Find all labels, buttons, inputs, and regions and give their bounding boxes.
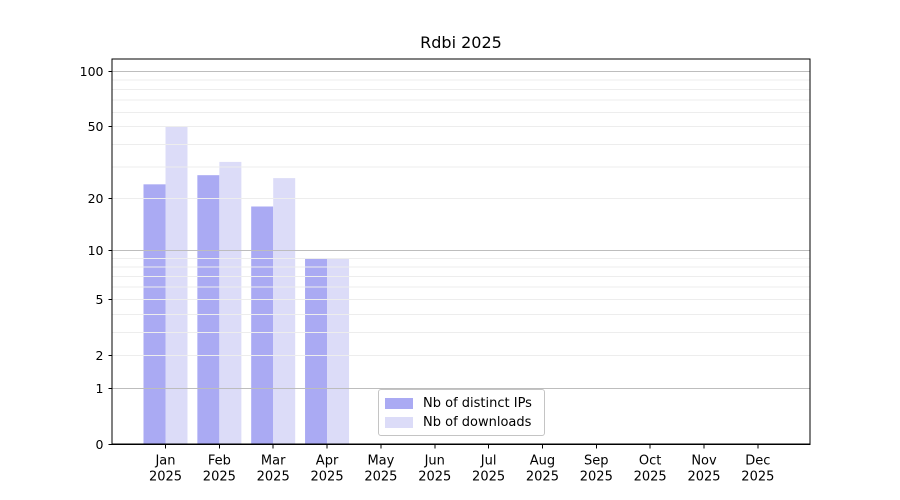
x-year-label: 2025 xyxy=(634,470,667,485)
x-month-label: Jul xyxy=(480,454,497,469)
bar-downloads xyxy=(219,161,242,445)
x-month-label: Dec xyxy=(745,454,770,469)
x-month-label: May xyxy=(367,454,394,469)
bar-downloads xyxy=(165,126,188,445)
y-tick-label: 0 xyxy=(96,437,104,452)
y-tick-label: 100 xyxy=(80,64,104,79)
x-year-label: 2025 xyxy=(203,470,236,485)
x-month-label: Feb xyxy=(208,454,231,469)
x-month-label: Oct xyxy=(639,454,661,469)
x-month-label: Jun xyxy=(424,454,445,469)
y-tick-label: 50 xyxy=(88,119,104,134)
x-year-label: 2025 xyxy=(311,470,344,485)
legend-label-distinct-ips: Nb of distinct IPs xyxy=(423,395,532,411)
y-tick-label: 5 xyxy=(96,292,104,307)
y-tick-label: 2 xyxy=(96,348,104,363)
legend: Nb of distinct IPs Nb of downloads xyxy=(378,389,545,436)
x-year-label: 2025 xyxy=(580,470,613,485)
legend-swatch-downloads xyxy=(385,416,413,428)
y-tick-label: 1 xyxy=(96,381,104,396)
x-year-label: 2025 xyxy=(687,470,720,485)
bar-distinct-ips xyxy=(251,206,274,445)
chart-title: Rdbi 2025 xyxy=(420,33,502,52)
x-month-label: Jan xyxy=(154,454,175,469)
legend-label-downloads: Nb of downloads xyxy=(423,414,532,430)
x-month-label: Aug xyxy=(530,454,555,469)
bar-distinct-ips xyxy=(305,258,328,445)
y-tick-label: 20 xyxy=(88,191,104,206)
x-month-label: Nov xyxy=(691,454,717,469)
x-year-label: 2025 xyxy=(364,470,397,485)
y-tick-label: 10 xyxy=(88,243,104,258)
bar-downloads xyxy=(273,178,296,445)
legend-item-downloads: Nb of downloads xyxy=(385,415,544,430)
x-year-label: 2025 xyxy=(472,470,505,485)
legend-item-distinct-ips: Nb of distinct IPs xyxy=(385,396,544,411)
x-month-label: Mar xyxy=(261,454,286,469)
x-year-label: 2025 xyxy=(257,470,290,485)
bar-distinct-ips xyxy=(197,175,220,445)
x-year-label: 2025 xyxy=(418,470,451,485)
x-year-label: 2025 xyxy=(149,470,182,485)
x-month-label: Apr xyxy=(316,454,339,469)
bar-downloads xyxy=(327,258,350,445)
x-year-label: 2025 xyxy=(741,470,774,485)
legend-swatch-distinct-ips xyxy=(385,397,413,409)
x-month-label: Sep xyxy=(584,454,609,469)
plot-border xyxy=(111,58,811,445)
x-year-label: 2025 xyxy=(526,470,559,485)
